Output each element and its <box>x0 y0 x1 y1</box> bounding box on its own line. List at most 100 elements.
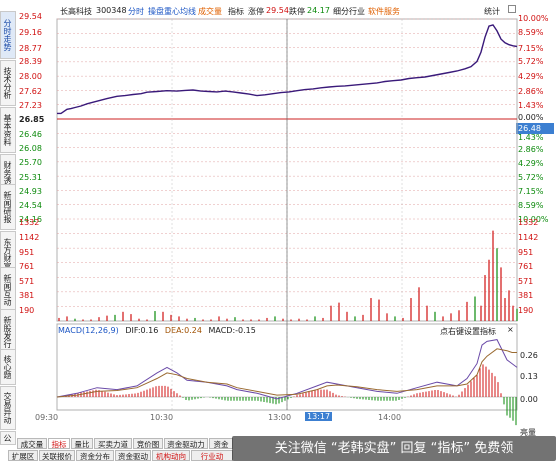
volume-bar <box>74 318 76 321</box>
bottom-tab-buy-sell-power[interactable]: 买卖力道 <box>94 438 132 449</box>
close-icon[interactable]: × <box>507 325 514 334</box>
volume-bar <box>410 298 412 321</box>
volume-axis-label: 1332 <box>518 218 539 227</box>
price-axis-label: 24.93 <box>19 187 42 196</box>
price-axis-label: 24.16 <box>19 215 42 224</box>
volume-bar <box>474 296 476 321</box>
volume-bar <box>314 316 316 321</box>
price-axis-label: 26.46 <box>19 130 42 139</box>
volume-bar <box>394 316 396 321</box>
bottom-tab-extended[interactable]: 扩展区 <box>8 450 38 461</box>
volume-bar <box>226 318 228 321</box>
price-axis-label: 27.62 <box>19 87 42 96</box>
pct-axis-label: 7.15% <box>518 187 544 196</box>
volume-bar <box>306 319 308 321</box>
side-tab-basic-info[interactable]: 基本资料 <box>0 107 16 153</box>
volume-bar <box>322 317 324 321</box>
volume-bar <box>98 317 100 321</box>
pct-axis-label: 4.29% <box>518 159 544 168</box>
time-label: 09:30 <box>35 413 59 422</box>
volume-axis-label: 571 <box>19 277 35 286</box>
pct-axis-label: 10.00% <box>518 215 549 224</box>
pct-axis-label: 1.43% <box>518 133 544 142</box>
volume-axis-label: 1332 <box>19 218 40 227</box>
bottom-tab-volume[interactable]: 成交量 <box>17 438 47 449</box>
volume-bar <box>508 290 510 321</box>
price-line <box>57 24 518 115</box>
pct-axis-label: 0.00% <box>518 113 544 122</box>
volume-axis-label: 951 <box>19 248 35 257</box>
stats-button[interactable]: 统计 <box>484 7 500 16</box>
macd-axis-label: 0.26 <box>520 351 538 360</box>
price-axis-label: 26.08 <box>19 144 42 153</box>
side-tab-trade-anomaly[interactable]: 交易异动 <box>0 386 16 430</box>
pct-axis-label: 2.86% <box>518 145 544 154</box>
limit-down-label: 跌停 <box>289 7 305 16</box>
volume-link[interactable]: 成交量 <box>198 7 222 16</box>
volume-axis-label: 381 <box>518 291 534 300</box>
bottom-tab-institutions[interactable]: 机构动向 <box>152 450 190 461</box>
price-axis-label: 28.00 <box>19 72 42 81</box>
macd-dea-line <box>56 348 517 398</box>
side-tab-news-research[interactable]: 新闻研报 <box>0 184 16 230</box>
volume-bar <box>492 230 494 321</box>
volume-bar <box>338 302 340 321</box>
volume-bar <box>154 311 156 321</box>
bottom-tab-capital[interactable]: 资金 <box>209 438 233 449</box>
volume-bar <box>370 298 372 321</box>
volume-bar <box>346 311 348 321</box>
side-tab-technical-analysis[interactable]: 技术分析 <box>0 60 16 106</box>
volume-bar <box>426 305 428 321</box>
bottom-tab-auction[interactable]: 竞价图 <box>133 438 163 449</box>
time-label: 14:00 <box>378 413 402 422</box>
volume-bar <box>258 319 260 321</box>
volume-bar <box>330 305 332 321</box>
volume-axis-label: 1142 <box>518 233 539 242</box>
volume-bar <box>186 318 188 321</box>
volume-bar <box>130 314 132 321</box>
side-tab-ipo[interactable]: 新股发行 <box>0 309 16 355</box>
limit-up-label: 涨停 <box>248 7 264 16</box>
watermark-banner: 关注微信 “老韩实盘” 回复 “指标” 免费领 <box>232 436 556 461</box>
macd-settings-hint[interactable]: 点右键设置指标 <box>440 327 496 336</box>
price-axis-label: 29.16 <box>19 28 42 37</box>
pct-axis-label: 1.43% <box>518 101 544 110</box>
volume-bar <box>418 287 420 321</box>
macd-axis-label: 0.00 <box>520 395 538 404</box>
bottom-tab-related-quotes[interactable]: 关联报价 <box>39 450 75 461</box>
price-axis-label-prev-close: 26.85 <box>19 115 45 124</box>
macd-label[interactable]: MACD(12,26,9) <box>58 326 119 335</box>
bottom-tab-industry[interactable]: 行业动 <box>191 450 233 461</box>
bottom-tab-capital-driven[interactable]: 资金驱动 <box>115 450 151 461</box>
volume-bar <box>58 317 60 321</box>
volume-axis-label: 571 <box>518 277 534 286</box>
industry-value[interactable]: 软件服务 <box>368 7 400 16</box>
stock-code: 300348 <box>96 6 127 15</box>
volume-bar <box>378 299 380 321</box>
mode-time-chart[interactable]: 分时 <box>128 7 144 16</box>
volume-bar <box>488 259 490 321</box>
side-tab-core-themes[interactable]: 核心题材 <box>0 349 16 385</box>
volume-bar <box>138 318 140 321</box>
side-tab-time-chart[interactable]: 分时走势 <box>0 11 16 59</box>
volume-bar <box>218 316 220 321</box>
price-axis-label: 25.70 <box>19 158 42 167</box>
bottom-tab-index[interactable]: 指标 <box>48 438 70 449</box>
window-restore-icon[interactable] <box>508 5 516 13</box>
side-tab-news-interaction[interactable]: 新闻互动 <box>0 267 16 313</box>
volume-axis-label: 761 <box>19 262 35 271</box>
pct-axis-label: 5.72% <box>518 57 544 66</box>
volume-bar <box>122 311 124 321</box>
index-link[interactable]: 指标 <box>228 7 244 16</box>
bottom-tab-volume-ratio[interactable]: 量比 <box>71 438 93 449</box>
side-tab-company[interactable]: 公司 <box>0 431 16 445</box>
stock-name: 长高科技 <box>60 7 92 16</box>
indicator-name[interactable]: 操盘重心均线 <box>148 7 196 16</box>
bottom-tab-capital-drive[interactable]: 资金驱动力 <box>164 438 208 449</box>
price-volume-panel-frame <box>56 18 518 322</box>
pct-axis-label: 5.72% <box>518 173 544 182</box>
volume-bar <box>362 314 364 321</box>
bottom-tab-capital-distribution[interactable]: 资金分布 <box>76 450 114 461</box>
